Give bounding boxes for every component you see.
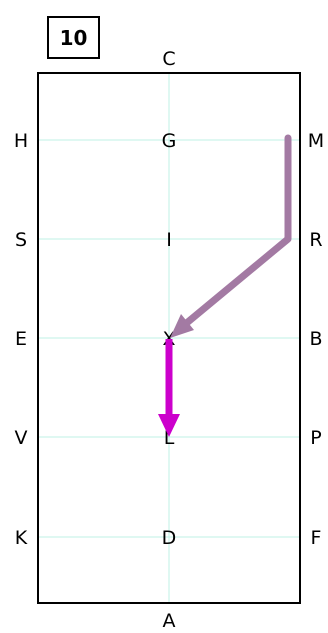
arrowhead-2 bbox=[158, 414, 180, 437]
step-number-badge: 10 bbox=[47, 16, 100, 59]
letter-left-2: S bbox=[15, 229, 27, 251]
arrowhead-1 bbox=[170, 314, 194, 338]
grid-lines bbox=[38, 73, 300, 603]
letter-right-1: M bbox=[308, 130, 324, 152]
letter-right-5: F bbox=[311, 527, 322, 549]
letter-right-2: R bbox=[309, 229, 322, 251]
step-number: 10 bbox=[59, 25, 88, 50]
letter-top: C bbox=[162, 48, 175, 70]
arena-border bbox=[37, 72, 301, 604]
letter-center-4: L bbox=[164, 427, 175, 449]
path-segment-1 bbox=[179, 134, 292, 330]
letter-left-1: H bbox=[14, 130, 28, 152]
letter-center-1: G bbox=[162, 130, 177, 152]
letter-right-3: B bbox=[309, 328, 322, 350]
letter-bottom: A bbox=[163, 610, 176, 632]
letter-center-2: I bbox=[166, 229, 172, 251]
letter-center-5: D bbox=[162, 527, 177, 549]
letter-left-4: V bbox=[15, 427, 28, 449]
letter-left-3: E bbox=[15, 328, 27, 350]
letter-left-5: K bbox=[15, 527, 28, 549]
letter-right-4: P bbox=[310, 427, 321, 449]
